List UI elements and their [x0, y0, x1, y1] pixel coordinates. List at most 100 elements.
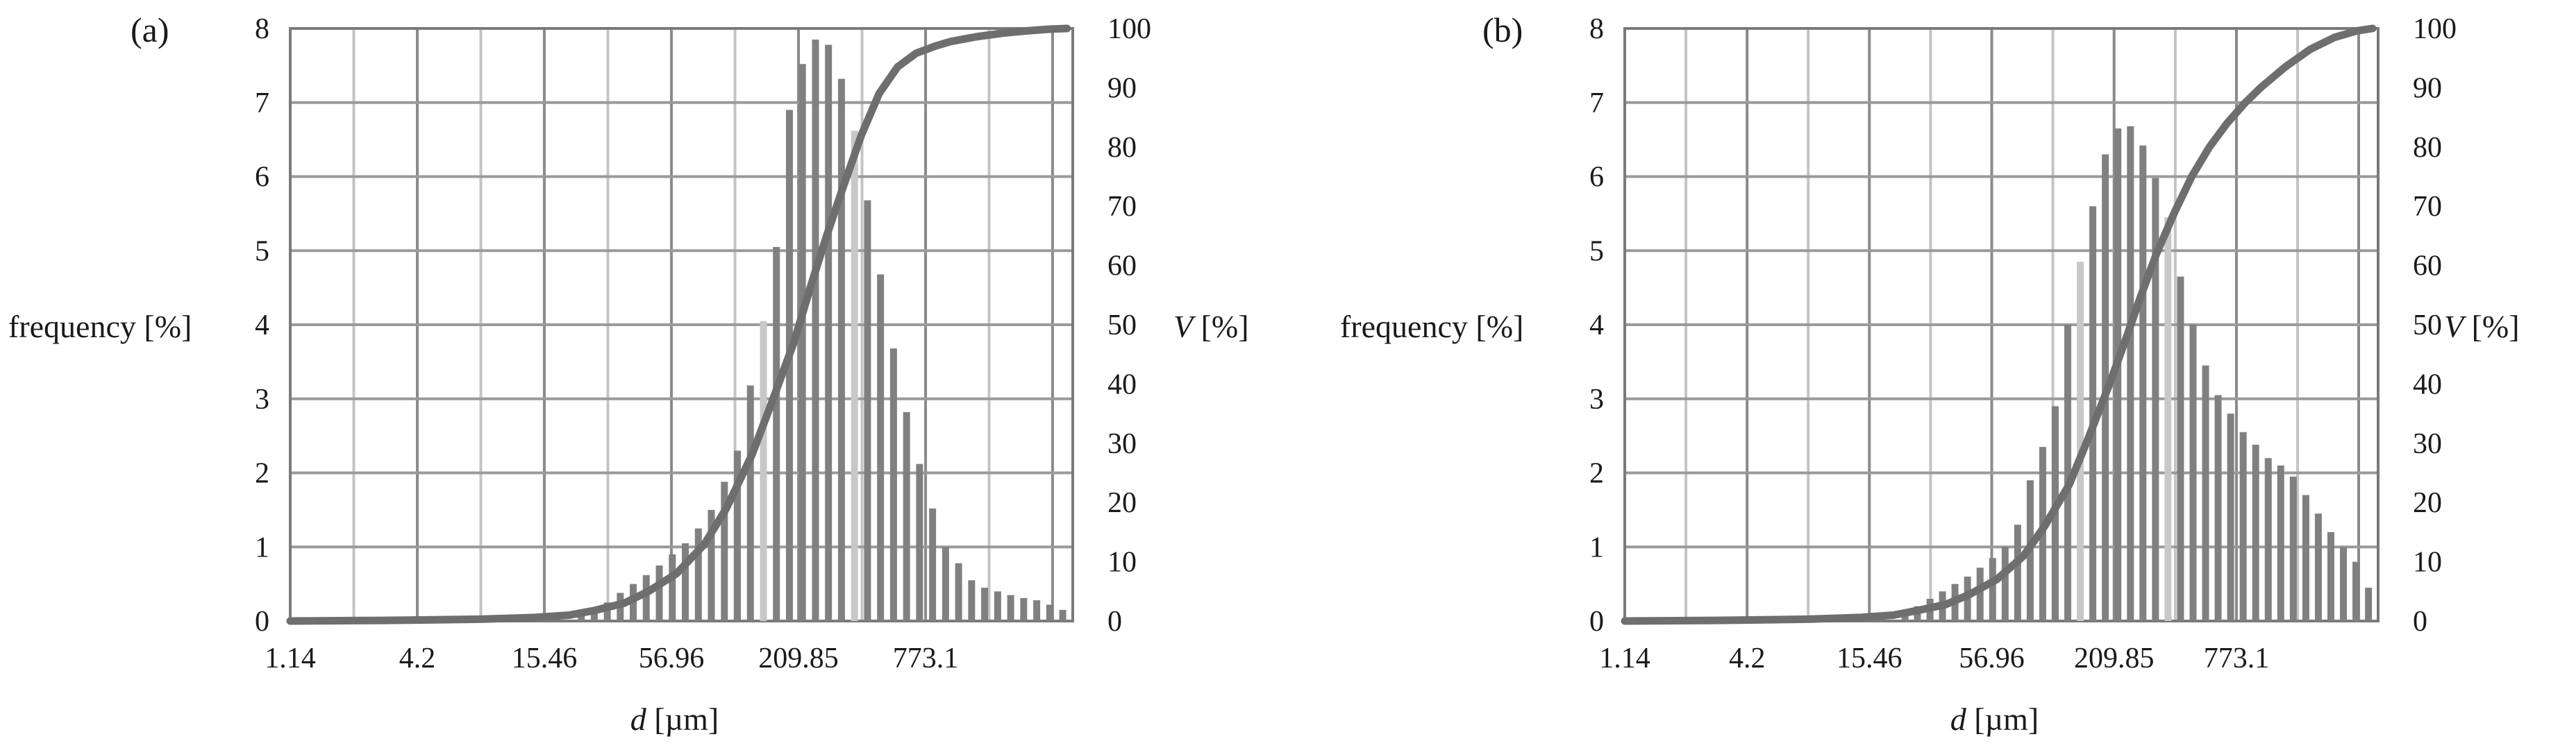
y-right-axis-unit: [%]: [2464, 309, 2519, 344]
histogram-bar: [798, 64, 806, 622]
histogram-bar: [2340, 547, 2348, 621]
histogram-bar: [2314, 513, 2322, 621]
y-left-tick-label: 0: [255, 606, 269, 638]
x-axis-unit: [µm]: [646, 702, 719, 737]
x-axis-unit: [µm]: [1966, 702, 2039, 737]
plot-frame: [289, 27, 1074, 622]
y-left-tick-label: 5: [255, 235, 269, 267]
histogram-bar: [2164, 217, 2172, 621]
histogram-bar: [1989, 558, 1996, 621]
x-tick-label: 1.14: [265, 643, 316, 674]
y-left-tick-label: 4: [255, 309, 269, 341]
histogram-bar: [825, 44, 833, 622]
x-tick-label: 209.85: [758, 643, 839, 674]
y-right-tick-label: 40: [1107, 368, 1137, 400]
y-right-tick-label: 10: [1107, 547, 1137, 579]
y-right-axis-var: V: [2444, 309, 2467, 344]
histogram-bar: [2252, 444, 2259, 621]
y-right-axis-var: V: [1173, 309, 1196, 344]
y-right-tick-label: 50: [1107, 309, 1137, 341]
y-right-tick-label: 60: [2413, 250, 2442, 282]
histogram-bar: [2365, 587, 2373, 621]
histogram-bar: [812, 40, 819, 621]
histogram-bar: [955, 563, 962, 621]
x-tick-label: 56.96: [1959, 643, 2025, 674]
histogram-bar: [889, 348, 897, 621]
histogram-bar: [1046, 604, 1053, 621]
y-left-tick-label: 3: [1589, 384, 1604, 416]
y-right-tick-label: 0: [1107, 606, 1122, 638]
x-axis-var: d: [1950, 702, 1967, 737]
y-left-axis-label: frequency [%]: [1340, 309, 1523, 344]
histogram-bar: [2177, 276, 2184, 621]
histogram-bar: [2014, 525, 2021, 621]
histogram-bar: [864, 200, 871, 621]
y-left-tick-label: 0: [1589, 606, 1604, 638]
y-right-axis-label: V [%]: [1173, 309, 1249, 344]
histogram-bar: [1007, 595, 1014, 621]
histogram-bar: [2239, 432, 2247, 621]
histogram-bar: [1059, 609, 1067, 621]
y-right-tick-label: 100: [2413, 13, 2457, 45]
histogram-bar: [2202, 365, 2209, 621]
y-right-tick-label: 0: [2413, 606, 2427, 638]
x-tick-label: 773.1: [2204, 643, 2270, 674]
x-tick-label: 773.1: [893, 643, 959, 674]
y-left-tick-label: 8: [255, 13, 269, 45]
histogram-bar: [968, 580, 976, 621]
y-left-tick-label: 6: [255, 162, 269, 194]
histogram-bar: [694, 528, 702, 621]
x-axis-label: d [µm]: [630, 702, 719, 737]
y-left-axis-label: frequency [%]: [8, 309, 192, 344]
histogram-bar: [2289, 476, 2297, 621]
y-left-tick-label: 7: [255, 87, 269, 119]
histogram-bar: [734, 450, 742, 621]
histogram-bar: [669, 554, 676, 621]
histogram-bar: [2189, 325, 2197, 621]
histogram-bar: [682, 543, 689, 621]
histogram-bar: [2264, 458, 2272, 621]
histogram-bar: [746, 385, 754, 621]
y-left-tick-label: 7: [1589, 87, 1604, 119]
x-tick-label: 1.14: [1599, 643, 1650, 674]
y-right-tick-label: 70: [2413, 191, 2442, 223]
y-left-tick-label: 4: [1589, 309, 1604, 341]
y-right-tick-label: 50: [2413, 309, 2442, 341]
histogram-bar: [2227, 414, 2234, 621]
histogram-bar: [1033, 600, 1041, 621]
x-tick-label: 15.46: [512, 643, 578, 674]
histogram-bar: [2089, 206, 2097, 621]
y-left-tick-label: 6: [1589, 162, 1604, 194]
y-right-tick-label: 30: [1107, 428, 1137, 460]
y-right-axis-unit: [%]: [1193, 309, 1248, 344]
histogram-bar: [1020, 597, 1028, 621]
y-right-tick-label: 30: [2413, 428, 2442, 460]
y-right-tick-label: 20: [1107, 487, 1137, 519]
histogram-bar: [942, 547, 949, 621]
histogram-bar: [994, 591, 1001, 621]
histogram-bar: [837, 78, 845, 622]
histogram-bar: [1976, 568, 1984, 621]
histogram-bar: [903, 411, 910, 621]
histogram-bar: [1901, 613, 1909, 621]
histogram-bar: [981, 587, 989, 621]
y-right-tick-label: 60: [1107, 250, 1137, 282]
y-left-tick-label: 3: [255, 384, 269, 416]
histogram-bar: [590, 609, 598, 621]
histogram-bar: [916, 464, 923, 621]
histogram-bar: [603, 602, 611, 621]
histogram-bar: [2114, 128, 2122, 622]
x-tick-label: 56.96: [639, 643, 705, 674]
histogram-bar: [2139, 145, 2147, 622]
y-right-tick-label: 100: [1107, 13, 1151, 45]
histogram-bar: [2214, 395, 2222, 621]
y-left-tick-label: 2: [1589, 458, 1604, 490]
y-left-tick-label: 5: [1589, 235, 1604, 267]
histogram-bar: [2001, 547, 2009, 621]
histogram-bar: [851, 130, 858, 621]
y-right-tick-label: 90: [2413, 72, 2442, 104]
x-tick-label: 4.2: [399, 643, 436, 674]
